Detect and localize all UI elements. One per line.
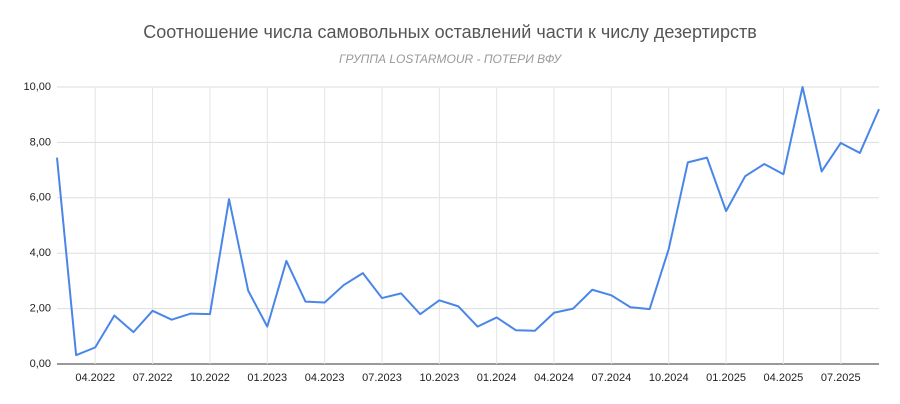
x-tick-label: 07.2025 xyxy=(821,372,861,384)
chart-subtitle: ГРУППА LOSTARMOUR - ПОТЕРИ ВФУ xyxy=(339,52,562,66)
x-tick-label: 04.2023 xyxy=(305,372,345,384)
x-tick-label: 07.2022 xyxy=(133,372,173,384)
x-tick-label: 01.2023 xyxy=(247,372,287,384)
y-tick-label: 2,00 xyxy=(30,303,51,315)
x-tick-label: 10.2024 xyxy=(649,372,689,384)
x-tick-label: 01.2024 xyxy=(477,372,517,384)
x-tick-label: 07.2024 xyxy=(591,372,631,384)
data-line xyxy=(56,86,880,357)
y-tick-label: 0,00 xyxy=(30,358,51,370)
x-tick-label: 07.2023 xyxy=(362,372,402,384)
x-tick-label: 10.2023 xyxy=(419,372,459,384)
y-tick-label: 6,00 xyxy=(30,192,51,204)
y-tick-label: 10,00 xyxy=(23,81,51,93)
chart-title: Соотношение числа самовольных оставлений… xyxy=(143,22,757,42)
x-tick-label: 10.2022 xyxy=(190,372,230,384)
x-tick-label: 04.2024 xyxy=(534,372,574,384)
y-tick-label: 8,00 xyxy=(30,136,51,148)
y-tick-label: 4,00 xyxy=(30,247,51,259)
x-tick-label: 04.2025 xyxy=(764,372,804,384)
x-tick-label: 01.2025 xyxy=(706,372,746,384)
x-tick-label: 04.2022 xyxy=(75,372,115,384)
